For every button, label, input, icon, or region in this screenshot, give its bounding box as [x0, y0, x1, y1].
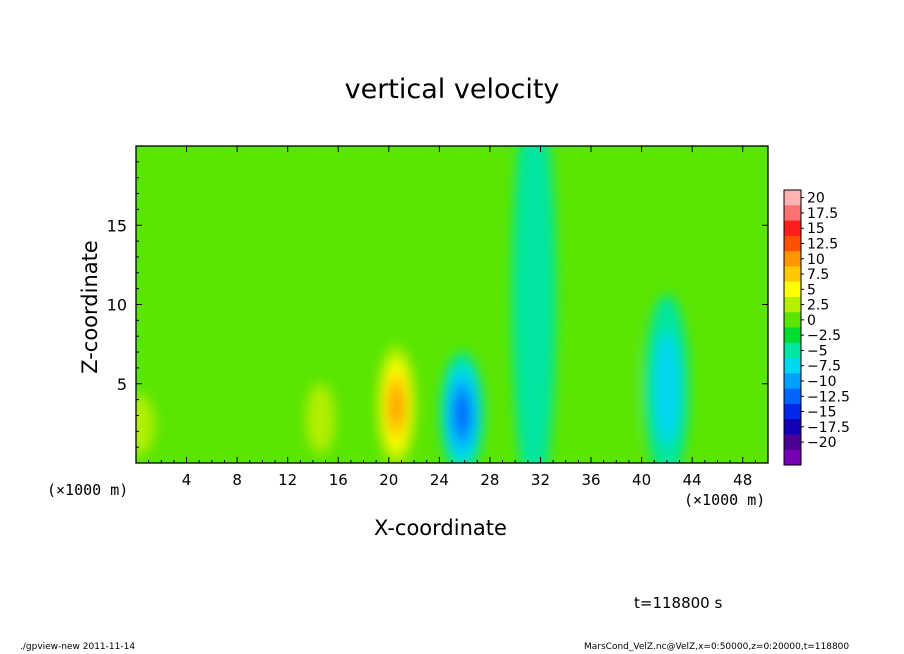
colorbar-tick-label: 2.5 [807, 298, 829, 314]
colorbar-tick-label: −2.5 [807, 328, 841, 344]
colorbar-segment [784, 220, 801, 237]
colorbar-segment [784, 235, 801, 252]
colorbar-tick-label: −20 [807, 435, 837, 451]
y-tick-label: 5 [117, 375, 127, 394]
colorbar-segment [784, 312, 801, 328]
field-feature-downdraft [454, 393, 470, 435]
colorbar-segment [784, 434, 801, 451]
colorbar-tick-label: 7.5 [807, 267, 829, 283]
colorbar-segment [784, 419, 801, 435]
x-tick-label: 12 [278, 471, 297, 489]
colorbar-tick-label: −15 [807, 405, 837, 421]
colorbar-tick-label: 20 [807, 191, 825, 207]
colorbar-tick-label: −7.5 [807, 359, 841, 375]
colorbar-segment [784, 373, 801, 390]
x-tick-label: 32 [531, 471, 550, 489]
x-unit-label: (×1000 m) [684, 491, 766, 509]
x-tick-label: 48 [733, 471, 752, 489]
colorbar-tick-label: 0 [807, 313, 816, 329]
x-axis-label: X-coordinate [374, 516, 507, 540]
colorbar-segment [784, 266, 801, 283]
colorbar-segment [784, 342, 801, 359]
colorbar-tick-label: −17.5 [807, 420, 850, 436]
colorbar-segment [784, 358, 801, 374]
y-tick-label: 15 [107, 216, 127, 235]
footer-left: ./gpview-new 2011-11-14 [20, 642, 136, 652]
colorbar-tick-label: 15 [807, 221, 825, 237]
x-tick-label: 24 [430, 471, 449, 489]
colorbar-tick-label: 17.5 [807, 206, 838, 222]
colorbar-segment [784, 281, 801, 298]
colorbar-segment [784, 251, 801, 267]
x-tick-label: 44 [683, 471, 702, 489]
colorbar-tick-label: 12.5 [807, 236, 838, 252]
y-tick-label: 10 [107, 296, 127, 315]
x-tick-label: 20 [379, 471, 398, 489]
colorbar-tick-label: −12.5 [807, 389, 850, 405]
x-tick-label: 36 [581, 471, 600, 489]
colorbar-segment [784, 403, 801, 420]
field-feature-updraft [136, 396, 153, 454]
x-tick-label: 28 [480, 471, 499, 489]
chart-title: vertical velocity [344, 74, 560, 105]
colorbar-tick-label: 10 [807, 252, 825, 268]
colorbar-tick-label: −5 [807, 343, 828, 359]
y-unit-label: (×1000 m) [47, 481, 129, 499]
x-tick-label: 16 [329, 471, 348, 489]
x-tick-label: 40 [632, 471, 651, 489]
colorbar-frame [783, 189, 802, 466]
x-tick-label: 4 [182, 471, 192, 489]
field-feature-downdraft [512, 146, 557, 463]
colorbar-segment [784, 296, 801, 313]
y-axis-label: Z-coordinate [78, 240, 102, 374]
colorbar-segment [784, 449, 801, 466]
field-feature-updraft [307, 385, 334, 453]
footer-right: MarsCond_VelZ.nc@VelZ,x=0:50000,z=0:2000… [584, 642, 850, 652]
colorbar-segment [784, 388, 801, 405]
colorbar-tick-label: 5 [807, 282, 816, 298]
field-feature-updraft [594, 301, 639, 463]
colorbar-segment [784, 190, 801, 206]
field-feature-downdraft [653, 332, 681, 445]
x-tick-label: 8 [232, 471, 242, 489]
field-feature-updraft [390, 386, 403, 426]
time-annotation: t=118800 s [634, 594, 723, 612]
colorbar-tick-label: −10 [807, 374, 837, 390]
colorbar-segment [784, 327, 801, 344]
colorbar-segment [784, 205, 801, 222]
